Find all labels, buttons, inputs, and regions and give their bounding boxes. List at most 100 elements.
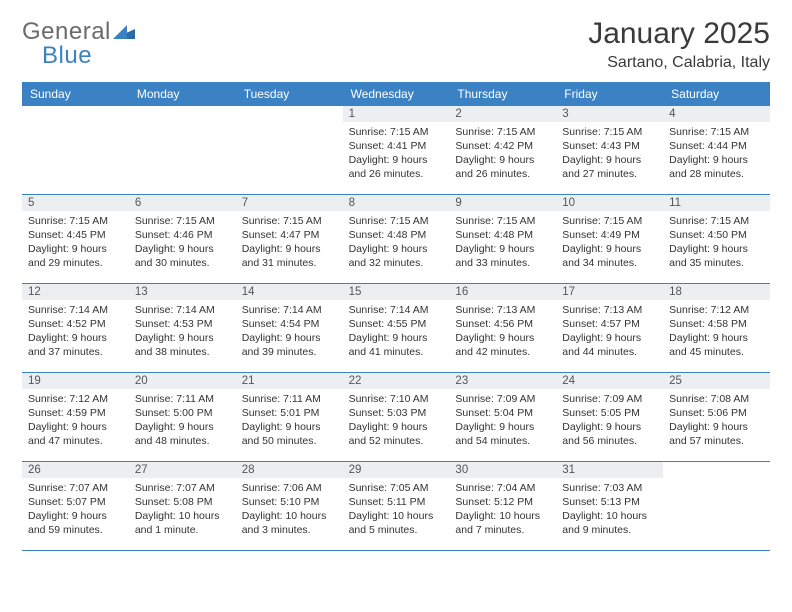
day-number: 24 <box>556 373 663 389</box>
calendar-cell: 27 Sunrise: 7:07 AMSunset: 5:08 PMDayligh… <box>129 462 236 550</box>
calendar-cell: 8Sunrise: 7:15 AMSunset: 4:48 PMDaylight… <box>343 195 450 283</box>
sunrise-line: Sunrise: 7:14 AM <box>349 303 444 317</box>
calendar-week-row: 12Sunrise: 7:14 AMSunset: 4:52 PMDayligh… <box>22 284 770 373</box>
day-number: 23 <box>449 373 556 389</box>
sunset-line: Sunset: 4:52 PM <box>28 317 123 331</box>
brand-word-2-wrap: Blue <box>42 42 92 70</box>
day-number: 25 <box>663 373 770 389</box>
daylight-line: Daylight: 9 hours and 52 minutes. <box>349 420 444 448</box>
day-info: Sunrise: 7:07 AMSunset: 5:08 PMDaylight:… <box>135 481 230 538</box>
day-number: 9 <box>449 195 556 211</box>
calendar-cell: 2Sunrise: 7:15 AMSunset: 4:42 PMDaylight… <box>449 106 556 194</box>
calendar-cell: 7 Sunrise: 7:15 AMSunset: 4:47 PMDaylight… <box>236 195 343 283</box>
sunset-line: Sunset: 4:55 PM <box>349 317 444 331</box>
day-number: 7 <box>236 195 343 211</box>
daylight-line: Daylight: 10 hours and 3 minutes. <box>242 509 337 537</box>
calendar-cell: 16 Sunrise: 7:13 AMSunset: 4:56 PMDayligh… <box>449 284 556 372</box>
calendar-cell: 6Sunrise: 7:15 AMSunset: 4:46 PMDaylight… <box>129 195 236 283</box>
calendar-cell: 11Sunrise: 7:15 AMSunset: 4:50 PMDayligh… <box>663 195 770 283</box>
sunrise-line: Sunrise: 7:04 AM <box>455 481 550 495</box>
sunset-line: Sunset: 4:50 PM <box>669 228 764 242</box>
calendar-cell: 20Sunrise: 7:11 AMSunset: 5:00 PMDayligh… <box>129 373 236 461</box>
sunrise-line: Sunrise: 7:15 AM <box>455 214 550 228</box>
day-number: 17 <box>556 284 663 300</box>
sunset-line: Sunset: 5:03 PM <box>349 406 444 420</box>
sunset-line: Sunset: 5:06 PM <box>669 406 764 420</box>
day-info: Sunrise: 7:09 AMSunset: 5:05 PMDaylight:… <box>562 392 657 449</box>
calendar-week-row: 19Sunrise: 7:12 AMSunset: 4:59 PMDayligh… <box>22 373 770 462</box>
calendar-page: General Blue January 2025 Sartano, Calab… <box>0 0 792 612</box>
day-info: Sunrise: 7:04 AMSunset: 5:12 PMDaylight:… <box>455 481 550 538</box>
month-title: January 2025 <box>588 18 770 50</box>
daylight-line: Daylight: 9 hours and 29 minutes. <box>28 242 123 270</box>
calendar-cell: 31Sunrise: 7:03 AMSunset: 5:13 PMDayligh… <box>556 462 663 550</box>
day-number: 18 <box>663 284 770 300</box>
sunset-line: Sunset: 5:11 PM <box>349 495 444 509</box>
daylight-line: Daylight: 9 hours and 54 minutes. <box>455 420 550 448</box>
day-info: Sunrise: 7:15 AMSunset: 4:44 PMDaylight:… <box>669 125 764 182</box>
day-info: Sunrise: 7:12 AMSunset: 4:58 PMDaylight:… <box>669 303 764 360</box>
sunset-line: Sunset: 5:01 PM <box>242 406 337 420</box>
sunrise-line: Sunrise: 7:09 AM <box>562 392 657 406</box>
weekday-header-row: SundayMondayTuesdayWednesdayThursdayFrid… <box>22 82 770 106</box>
sunset-line: Sunset: 5:04 PM <box>455 406 550 420</box>
calendar-cell-empty <box>22 106 129 194</box>
day-number: 2 <box>449 106 556 122</box>
calendar-cell: 13Sunrise: 7:14 AMSunset: 4:53 PMDayligh… <box>129 284 236 372</box>
daylight-line: Daylight: 9 hours and 32 minutes. <box>349 242 444 270</box>
sunset-line: Sunset: 4:48 PM <box>455 228 550 242</box>
calendar-cell: 15Sunrise: 7:14 AMSunset: 4:55 PMDayligh… <box>343 284 450 372</box>
daylight-line: Daylight: 10 hours and 5 minutes. <box>349 509 444 537</box>
day-number: 10 <box>556 195 663 211</box>
daylight-line: Daylight: 10 hours and 1 minute. <box>135 509 230 537</box>
weekday-header: Monday <box>129 82 236 106</box>
day-info: Sunrise: 7:13 AMSunset: 4:56 PMDaylight:… <box>455 303 550 360</box>
calendar-cell: 29Sunrise: 7:05 AMSunset: 5:11 PMDayligh… <box>343 462 450 550</box>
calendar-cell: 4 Sunrise: 7:15 AMSunset: 4:44 PMDaylight… <box>663 106 770 194</box>
daylight-line: Daylight: 9 hours and 26 minutes. <box>455 153 550 181</box>
day-number: 15 <box>343 284 450 300</box>
sunrise-line: Sunrise: 7:10 AM <box>349 392 444 406</box>
sunrise-line: Sunrise: 7:15 AM <box>562 125 657 139</box>
day-info: Sunrise: 7:14 AMSunset: 4:52 PMDaylight:… <box>28 303 123 360</box>
weekday-header: Wednesday <box>343 82 450 106</box>
sunset-line: Sunset: 5:00 PM <box>135 406 230 420</box>
sunrise-line: Sunrise: 7:15 AM <box>562 214 657 228</box>
calendar-cell: 9Sunrise: 7:15 AMSunset: 4:48 PMDaylight… <box>449 195 556 283</box>
daylight-line: Daylight: 9 hours and 59 minutes. <box>28 509 123 537</box>
sunset-line: Sunset: 4:47 PM <box>242 228 337 242</box>
calendar-cell: 18 Sunrise: 7:12 AMSunset: 4:58 PMDayligh… <box>663 284 770 372</box>
daylight-line: Daylight: 9 hours and 42 minutes. <box>455 331 550 359</box>
day-number: 12 <box>22 284 129 300</box>
sunset-line: Sunset: 4:42 PM <box>455 139 550 153</box>
daylight-line: Daylight: 9 hours and 37 minutes. <box>28 331 123 359</box>
day-number: 1 <box>343 106 450 122</box>
daylight-line: Daylight: 9 hours and 57 minutes. <box>669 420 764 448</box>
daylight-line: Daylight: 9 hours and 44 minutes. <box>562 331 657 359</box>
sunrise-line: Sunrise: 7:12 AM <box>669 303 764 317</box>
day-info: Sunrise: 7:11 AMSunset: 5:00 PMDaylight:… <box>135 392 230 449</box>
day-info: Sunrise: 7:14 AMSunset: 4:53 PMDaylight:… <box>135 303 230 360</box>
sunset-line: Sunset: 4:58 PM <box>669 317 764 331</box>
day-number: 16 <box>449 284 556 300</box>
daylight-line: Daylight: 9 hours and 31 minutes. <box>242 242 337 270</box>
calendar-cell-empty <box>236 106 343 194</box>
day-number: 4 <box>663 106 770 122</box>
weekday-header: Thursday <box>449 82 556 106</box>
day-info: Sunrise: 7:12 AMSunset: 4:59 PMDaylight:… <box>28 392 123 449</box>
sunrise-line: Sunrise: 7:15 AM <box>28 214 123 228</box>
calendar-cell: 5Sunrise: 7:15 AMSunset: 4:45 PMDaylight… <box>22 195 129 283</box>
brand-word-2: Blue <box>42 42 92 69</box>
calendar-cell: 22Sunrise: 7:10 AMSunset: 5:03 PMDayligh… <box>343 373 450 461</box>
day-number: 6 <box>129 195 236 211</box>
daylight-line: Daylight: 9 hours and 28 minutes. <box>669 153 764 181</box>
day-info: Sunrise: 7:15 AMSunset: 4:48 PMDaylight:… <box>349 214 444 271</box>
day-info: Sunrise: 7:05 AMSunset: 5:11 PMDaylight:… <box>349 481 444 538</box>
sunrise-line: Sunrise: 7:15 AM <box>242 214 337 228</box>
calendar-cell-empty <box>663 462 770 550</box>
sunrise-line: Sunrise: 7:09 AM <box>455 392 550 406</box>
sunrise-line: Sunrise: 7:15 AM <box>135 214 230 228</box>
daylight-line: Daylight: 10 hours and 7 minutes. <box>455 509 550 537</box>
day-info: Sunrise: 7:08 AMSunset: 5:06 PMDaylight:… <box>669 392 764 449</box>
day-number: 27 <box>129 462 236 478</box>
